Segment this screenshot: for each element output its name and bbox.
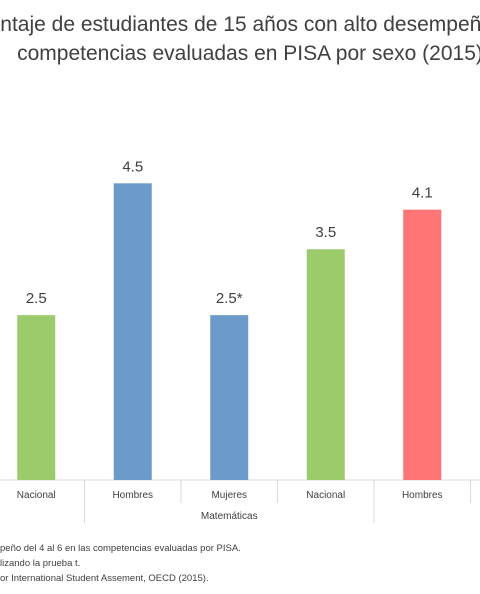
category-label: Mujeres: [211, 490, 247, 501]
label-group: 2.5 Nacional 4.5 Hombres 2.5* Mujeres 3.5 Nacio…: [17, 158, 443, 522]
bar: [403, 209, 442, 480]
footnote-3: or International Student Assement, OECD …: [0, 573, 209, 584]
bar: [210, 315, 249, 480]
chart-title: ntaje de estudiantes de 15 años con alto…: [0, 4, 480, 68]
chart-title-line-1: ntaje de estudiantes de 15 años con alto…: [0, 13, 480, 36]
footnotes: peño del 4 al 6 en las competencias eval…: [0, 541, 241, 586]
bar: [17, 315, 56, 480]
bar-value-label: 2.5*: [216, 290, 243, 307]
category-label: Hombres: [112, 490, 153, 501]
bar: [113, 183, 152, 481]
footnote-2: lizando la prueba t.: [0, 558, 81, 569]
bar-value-label: 4.1: [412, 185, 433, 202]
footnote-1: peño del 4 al 6 en las competencias eval…: [0, 543, 241, 554]
category-label: Nacional: [306, 490, 345, 501]
bar-value-label: 4.5: [122, 158, 143, 175]
chart-title-line-2: competencias evaluadas en PISA por sexo …: [17, 42, 480, 65]
bar-value-label: 3.5: [315, 224, 336, 241]
bar: [306, 249, 345, 480]
bar-value-label: 2.5: [26, 290, 47, 307]
bar-group: [17, 183, 442, 481]
group-label: Matemáticas: [201, 511, 258, 522]
category-label: Nacional: [17, 490, 56, 501]
category-label: Hombres: [402, 490, 443, 501]
